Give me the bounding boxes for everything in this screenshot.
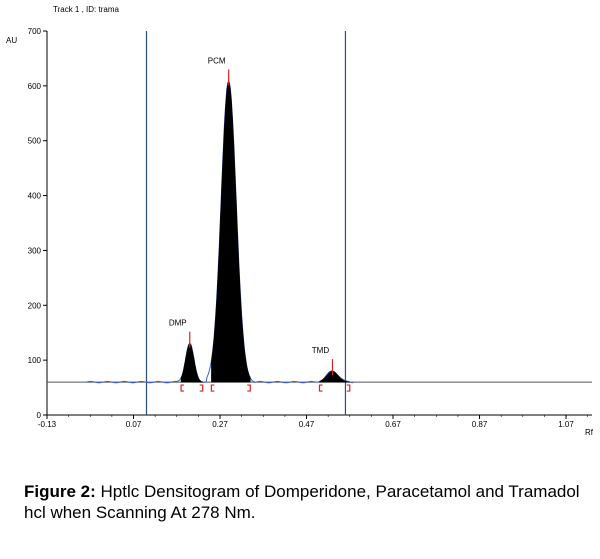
peak-boundary-marker: [199, 384, 204, 392]
peak-boundary-marker: [247, 384, 251, 392]
caption-label: Figure 2:: [24, 482, 96, 501]
peak-label: DMP: [169, 319, 187, 328]
y-axis-label: AU: [6, 36, 17, 45]
peak-boundary-marker: [318, 384, 323, 392]
peak-boundary-marker: [180, 384, 185, 392]
x-tick-label: 0.27: [212, 420, 228, 429]
peak-area: [180, 343, 203, 383]
peak-label: PCM: [208, 56, 226, 65]
x-tick-label: 1.07: [558, 420, 574, 429]
y-tick-label: 400: [28, 192, 42, 201]
figure-caption: Figure 2: Hptlc Densitogram of Domperido…: [24, 481, 584, 523]
peak-area: [319, 370, 351, 383]
x-axis-label: Rf: [585, 428, 594, 437]
y-tick-label: 300: [28, 246, 42, 255]
y-tick-label: 700: [28, 27, 42, 36]
densitogram-chart: Track 1 , ID: trama AU Rf 0 100 200 300 400 5…: [6, 5, 594, 437]
y-tick-label: 500: [28, 137, 42, 146]
x-tick-label: 0.07: [126, 420, 142, 429]
y-tick-label: 0: [37, 411, 42, 420]
caption-text: Hptlc Densitogram of Domperidone, Parace…: [24, 482, 580, 522]
peak-boundary-marker: [346, 384, 351, 392]
chart-header: Track 1 , ID: trama: [53, 5, 119, 14]
x-tick-label: 0.87: [472, 420, 488, 429]
y-tick-label: 600: [28, 82, 42, 91]
x-tick-label: 0.67: [385, 420, 401, 429]
x-tick-label: 0.47: [299, 420, 315, 429]
peak-boundary-marker: [210, 384, 215, 392]
y-tick-label: 100: [28, 356, 42, 365]
y-tick-label: 200: [28, 301, 42, 310]
plot-area: 0 100 200 300 400 500 600 700 -0.13 0.07 0.27 0.47 0…: [28, 27, 592, 429]
peak-label: TMD: [312, 346, 330, 355]
x-tick-label: -0.13: [38, 420, 57, 429]
peak-area: [211, 81, 251, 383]
